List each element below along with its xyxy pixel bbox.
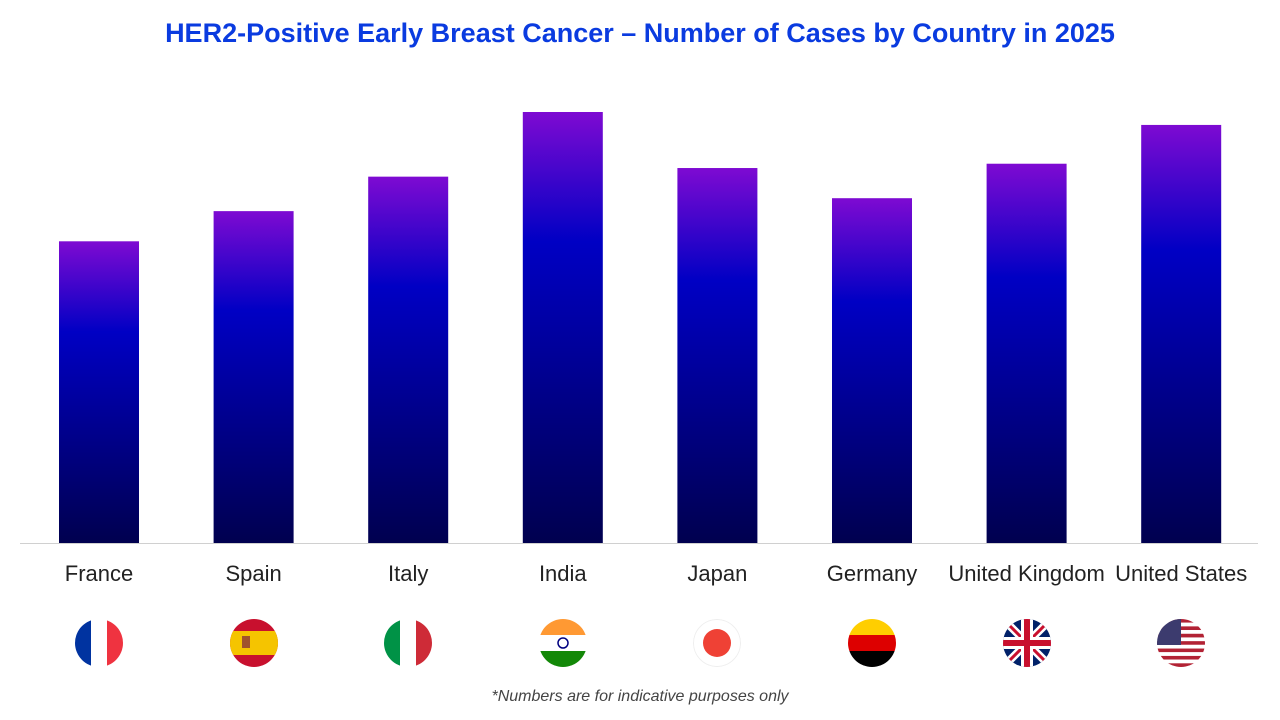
flag-united-kingdom-icon [1002,619,1051,667]
x-tick-label: Italy [388,561,429,586]
x-tick-label: Japan [687,561,748,586]
flag-spain-icon [229,619,278,667]
bar-united-kingdom [986,163,1067,543]
flag-france-icon [75,619,123,667]
bar-france [59,241,139,544]
x-tick-label: United Kingdom [948,561,1105,586]
flag-india-icon [538,619,587,667]
flag-germany-icon [848,619,896,667]
bar-india [522,112,603,543]
chart-title: HER2-Positive Early Breast Cancer – Numb… [165,18,1115,48]
bar-spain [213,211,294,543]
bar-chart [20,112,1258,544]
footnote: *Numbers are for indicative purposes onl… [491,688,789,705]
x-tick-label: Germany [826,561,918,586]
bar-united-states [1141,124,1222,544]
x-tick-label: Spain [225,561,282,586]
bar-japan [677,168,758,543]
flag-japan-icon [693,619,742,667]
bar-germany [832,198,912,543]
x-tick-label: United States [1115,561,1248,586]
bar-italy [368,176,449,543]
x-tick-label: France [64,561,134,586]
x-tick-label: India [538,561,587,586]
flag-united-states-icon [1157,619,1206,667]
flag-italy-icon [384,619,433,667]
